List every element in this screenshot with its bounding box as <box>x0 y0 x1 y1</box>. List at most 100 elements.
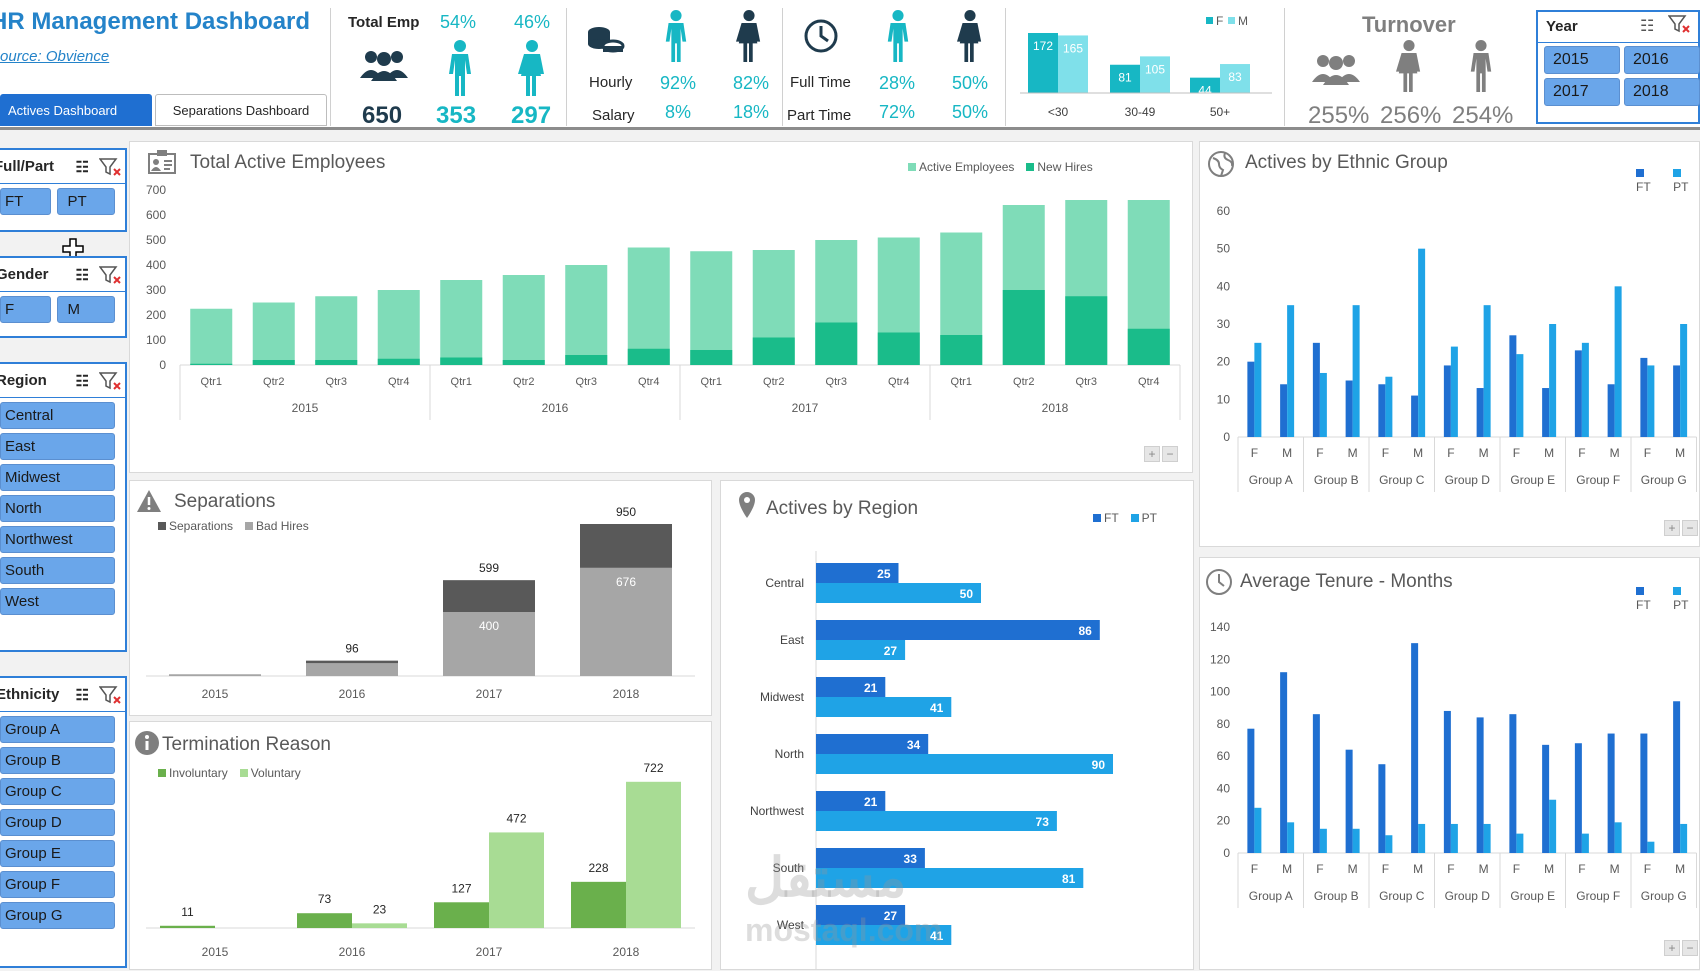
slicer-item-midwest[interactable]: Midwest <box>0 464 115 491</box>
year-2016[interactable]: 2016 <box>1624 46 1700 74</box>
data-label-pt: 41 <box>930 701 944 715</box>
tab-separations-dashboard[interactable]: Separations Dashboard <box>155 94 327 126</box>
male-person-icon <box>1396 40 1422 97</box>
source-link[interactable]: Source: Obvience <box>0 48 109 65</box>
x-tick-label: Qtr2 <box>763 376 784 388</box>
male-count: 297 <box>511 102 551 130</box>
bar-pt <box>1582 834 1589 853</box>
male-person-icon <box>518 40 546 101</box>
group-label: Group A <box>1249 473 1293 487</box>
zoom-in-button[interactable]: + <box>1664 940 1680 956</box>
multi-select-icon[interactable]: ☷ <box>1640 16 1654 36</box>
slicer-item-ft[interactable]: FT <box>0 188 51 215</box>
multi-select-icon[interactable]: ☷ <box>76 686 89 704</box>
x-tick-label: 2016 <box>339 687 366 701</box>
slicer-item-m[interactable]: M <box>57 296 115 323</box>
total-emp-value: 650 <box>362 102 402 130</box>
slicer-item-group-a[interactable]: Group A <box>0 716 115 743</box>
bar-pt <box>1287 822 1294 853</box>
multi-select-icon[interactable]: ☷ <box>76 372 89 390</box>
bar-pt <box>1484 305 1491 437</box>
y-tick-label: 400 <box>146 258 166 272</box>
year-2017[interactable]: 2017 <box>1544 78 1620 106</box>
bar-bad-hires <box>169 675 261 676</box>
y-tick-label: 0 <box>159 358 166 372</box>
bar-voluntary <box>352 923 407 928</box>
slicer-item-group-f[interactable]: Group F <box>0 871 115 898</box>
slicer-item-south[interactable]: South <box>0 557 115 584</box>
y-tick-label: 600 <box>146 208 166 222</box>
slicer-item-group-c[interactable]: Group C <box>0 778 115 805</box>
slicer-item-central[interactable]: Central <box>0 402 115 429</box>
bad-hires-label: 400 <box>479 619 499 633</box>
data-label-ft: 25 <box>877 567 891 581</box>
bar-active-employees <box>190 309 232 365</box>
y-tick-label: 50 <box>1217 242 1231 256</box>
zoom-in-button[interactable]: + <box>1664 520 1680 536</box>
bar-new-hires <box>503 360 545 365</box>
zoom-out-button[interactable]: − <box>1682 940 1698 956</box>
x-tick-label: 2015 <box>202 687 229 701</box>
year-label: 2017 <box>792 401 819 415</box>
zoom-in-button[interactable]: + <box>1144 446 1160 462</box>
parttime-label: Part Time <box>787 107 851 124</box>
legend-new-hires: New Hires <box>1037 160 1092 174</box>
bar-ft <box>1444 711 1451 853</box>
slicer-item-group-b[interactable]: Group B <box>0 747 115 774</box>
bar-ft <box>1608 734 1615 853</box>
x-tick-label: 2015 <box>202 945 229 959</box>
multi-select-icon[interactable]: ☷ <box>76 266 89 284</box>
group-label: Group G <box>1641 889 1687 903</box>
slicer-item-west[interactable]: West <box>0 588 115 615</box>
data-label-ft: 34 <box>907 738 921 752</box>
bar-involuntary <box>434 902 489 928</box>
clock-icon <box>803 18 839 59</box>
divider <box>1005 8 1006 126</box>
clear-filter-icon[interactable] <box>1668 14 1690 39</box>
x-tick-label: 2016 <box>339 945 366 959</box>
hourly-label: Hourly <box>589 74 632 91</box>
age-category-label: <30 <box>1048 105 1069 119</box>
slicer-item-group-e[interactable]: Group E <box>0 840 115 867</box>
slicer-item-east[interactable]: East <box>0 433 115 460</box>
bar-pt <box>1451 824 1458 853</box>
female-count: 353 <box>436 102 476 130</box>
zoom-out-button[interactable]: − <box>1682 520 1698 536</box>
tab-actives-dashboard[interactable]: Actives Dashboard <box>0 94 152 126</box>
clear-filter-icon[interactable] <box>99 371 121 391</box>
x-tick-label: M <box>1675 862 1685 876</box>
bar-pt <box>816 811 1057 831</box>
y-tick-label: 40 <box>1217 781 1231 795</box>
year-2018[interactable]: 2018 <box>1624 78 1700 106</box>
year-2015[interactable]: 2015 <box>1544 46 1620 74</box>
year-label: 2018 <box>1042 401 1069 415</box>
divider <box>330 8 331 126</box>
clear-filter-icon[interactable] <box>99 685 121 705</box>
bad-hires-label: 676 <box>616 575 636 589</box>
y-tick-label: East <box>780 633 805 647</box>
age-label-m: 105 <box>1145 62 1165 76</box>
zoom-out-button[interactable]: − <box>1162 446 1178 462</box>
clear-filter-icon[interactable] <box>99 157 121 177</box>
bar-pt <box>1353 305 1360 437</box>
bar-ft <box>1673 365 1680 437</box>
bar-ft <box>1444 365 1451 437</box>
bar-new-hires <box>940 335 982 365</box>
x-tick-label: Qtr1 <box>951 376 972 388</box>
y-tick-label: 500 <box>146 233 166 247</box>
bar-pt <box>1615 286 1622 437</box>
y-tick-label: 100 <box>146 333 166 347</box>
bar-pt <box>1582 343 1589 437</box>
slicer-item-pt[interactable]: PT <box>57 188 115 215</box>
slicer-item-north[interactable]: North <box>0 495 115 522</box>
slicer-item-northwest[interactable]: Northwest <box>0 526 115 553</box>
multi-select-icon[interactable]: ☷ <box>76 158 89 176</box>
clear-filter-icon[interactable] <box>99 265 121 285</box>
group-label: Group A <box>1249 889 1293 903</box>
slicer-item-group-g[interactable]: Group G <box>0 902 115 929</box>
globe-icon <box>1207 150 1235 178</box>
slicer-item-group-d[interactable]: Group D <box>0 809 115 836</box>
slicer-item-f[interactable]: F <box>0 296 51 323</box>
x-tick-label: Qtr2 <box>263 376 284 388</box>
